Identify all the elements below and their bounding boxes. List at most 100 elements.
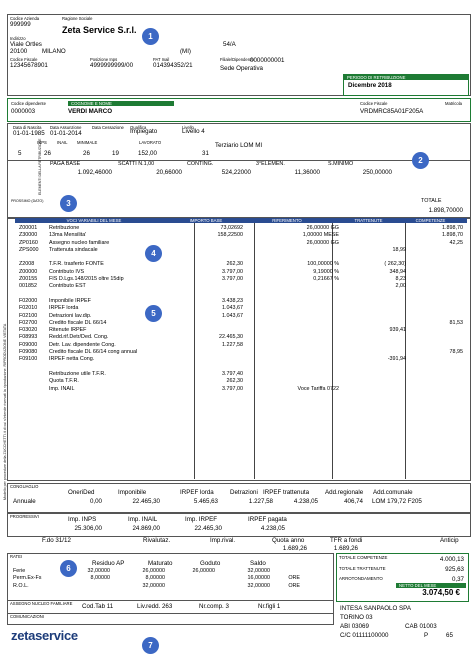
lavorato-label: LAVORATO xyxy=(139,140,162,145)
tfr-anticip-label: Anticip xyxy=(440,537,459,544)
table-row: F02100 Detrazioni lav.dip. 1.043,67 xyxy=(19,312,243,319)
netto-label: NETTO DEL MESE xyxy=(396,583,466,588)
cg-v6: 406,74 xyxy=(344,498,363,505)
th-voci: VOCI VARIABILI DEL MESE xyxy=(66,218,122,223)
nascita-label: Data di Nascita xyxy=(13,125,42,130)
table-header: VOCI VARIABILI DEL MESE IMPORTO BASE RIF… xyxy=(15,218,467,223)
ragione-sociale: Zeta Service S.r.l. xyxy=(62,25,137,35)
tot-comp: 4.000,13 xyxy=(439,556,464,563)
sede: Sede Operativa xyxy=(220,65,263,72)
table-row: F02700 Credito fiscale DL 66/14 81,53 xyxy=(19,319,463,326)
ratei-row: Perm.Ex-Fs 8,00000 8,00000 16,00000 ORE xyxy=(13,575,300,582)
cg-v7: LOM 179,72 F205 xyxy=(372,498,422,505)
table-row: Z30000 13ma Mensilita' 158,22500 1,00000 ME… xyxy=(19,232,463,239)
periodo: Dicembre 2018 xyxy=(348,82,392,89)
cg-h5: IRPEF trattenuta xyxy=(263,489,310,496)
liv-redd: Liv.redd. 263 xyxy=(137,603,173,610)
pr-h2: Imp. INAIL xyxy=(128,516,158,523)
filiale-label: Filiale/Dipendenza xyxy=(220,57,255,62)
nr-figli: Nr.figli 1 xyxy=(258,603,281,610)
zetaservice-logo: zetaservice xyxy=(11,628,78,643)
inail-label: INAIL xyxy=(57,140,68,145)
el-v4: 11,36000 xyxy=(294,169,320,176)
table-row: Retribuzione utile T.F.R. 3.797,40 xyxy=(49,370,243,377)
table-row: 001852 Contributo EST 2,00 xyxy=(19,283,406,290)
marker-4: 4 xyxy=(145,245,162,262)
col-divider-1 xyxy=(194,223,195,479)
bank-name: INTESA SANPAOLO SPA xyxy=(340,605,411,612)
table-row: F02010 IRPEF lorda 1.043,67 xyxy=(19,305,243,312)
el-h3: CONTING. xyxy=(187,161,214,167)
totale-value: 1.898,70000 xyxy=(428,207,463,214)
table-row: F09000 Detr. Lav. dipendente Cong. 1.227,5… xyxy=(19,341,243,348)
codice-azienda-label: Codice Azienda xyxy=(10,16,40,21)
table-row: ZPS000 Trattenuta sindacale 18,99 xyxy=(19,246,406,253)
totals-box xyxy=(336,553,469,602)
att-4: 19 xyxy=(112,150,119,157)
cf-label: Codice Fiscale xyxy=(360,101,388,106)
pr-h4: IRPEF pagata xyxy=(248,516,287,523)
th-competenze: COMPETENZE xyxy=(415,218,446,223)
nascita: 01-01-1985 xyxy=(13,130,45,137)
citta: MILANO xyxy=(42,48,66,55)
tot-tratt: 925,63 xyxy=(445,566,464,573)
codice-azienda: 999999 xyxy=(10,21,31,28)
cod-fisc: 12345678901 xyxy=(10,62,48,69)
table-row: F02000 Imponibile IRPEF 3.438,23 xyxy=(19,297,243,304)
comunicazioni-label: COMUNICAZIONI xyxy=(10,614,44,619)
inps-label: INPS xyxy=(37,140,47,145)
pat-inail: 014394352/21 xyxy=(153,62,193,69)
cg-h1: OneriDed xyxy=(68,489,95,496)
netto: 3.074,50 € xyxy=(422,588,460,597)
cg-h4: Detrazioni xyxy=(230,489,258,496)
cg-h2: Imponibile xyxy=(118,489,147,496)
cg-v5: 4.238,05 xyxy=(293,498,318,505)
table-row: Imp. INAIL 3.797,00 Voce Tariffa 0722 xyxy=(49,385,339,392)
livello: Livello 4 xyxy=(182,128,205,135)
filiale: 0000000001 xyxy=(250,57,285,64)
marker-7: 7 xyxy=(142,637,159,654)
tfr-rival-label: Rivalutaz. xyxy=(143,537,171,544)
table-row: Z00001 Retribuzione 73,02692 26,00000 GG 1.8… xyxy=(19,225,463,231)
bank-p: P xyxy=(424,632,429,639)
indirizzo-label: Indirizzo xyxy=(10,36,26,41)
el-v5: 250,00000 xyxy=(362,169,392,176)
assunzione: 01-01-2014 xyxy=(50,130,82,137)
assunzione-label: Data Assunzione xyxy=(50,125,82,130)
col-divider-3 xyxy=(332,223,333,479)
cg-h7: Add.comunale xyxy=(373,489,413,496)
table-row: Z2008 T.F.R. trasferto FONTE 262,30 100,000… xyxy=(19,261,406,268)
prossimo-label: PROSSIMO (DATO) xyxy=(11,199,44,203)
cg-v2: 22.465,30 xyxy=(132,498,160,505)
nome: VERDI MARCO xyxy=(68,108,113,115)
tfr-fondi-label: TFR a fondi xyxy=(330,537,363,544)
ratei-row: Ferie 32,00000 26,00000 26,00000 32,00000 xyxy=(13,568,270,574)
pr-h3: Imp. IRPEF xyxy=(185,516,217,523)
ratei-h2: Maturato xyxy=(148,560,173,567)
ratei-row: R.O.L. 32,00000 32,00000 ORE xyxy=(13,582,300,589)
el-h2: SCATTI N.1,00 xyxy=(118,161,155,167)
company-header-box xyxy=(7,14,471,96)
el-v2: 20,66000 xyxy=(156,169,182,176)
el-v1: 1.092,46000 xyxy=(77,169,112,176)
ratei-rows: Ferie 32,00000 26,00000 26,00000 32,00000 Pe… xyxy=(13,568,318,590)
codice-dipendente-label: Codice dipendente xyxy=(11,101,46,106)
periodo-label: PERIODO DI RETRIBUZIONE xyxy=(344,75,468,80)
employee-box xyxy=(7,98,471,122)
bank-abi: ABI 03069 xyxy=(340,623,369,630)
variable-items-table xyxy=(7,217,471,481)
th-importo: IMPORTO BASE xyxy=(189,218,223,223)
el-v3: 524,22000 xyxy=(221,169,251,176)
pr-v3: 22.465,30 xyxy=(194,525,222,532)
minimale-label: MINIMALE xyxy=(77,140,98,145)
marker-2: 2 xyxy=(412,152,429,169)
conguaglio-label: CONGUAGLIO xyxy=(10,484,39,489)
ratei-h1: Residuo AP xyxy=(92,560,125,567)
att-1: 5 xyxy=(18,150,22,157)
table-row: F03020 Ritenute IRPEF 939,41 xyxy=(19,327,406,334)
att-5: 152,00 xyxy=(138,150,157,157)
cf: VRDMRC85A01F205A xyxy=(360,108,424,115)
matricola-label: Matricola xyxy=(445,101,462,106)
marker-1: 1 xyxy=(142,28,159,45)
civico: 54/A xyxy=(223,41,236,48)
